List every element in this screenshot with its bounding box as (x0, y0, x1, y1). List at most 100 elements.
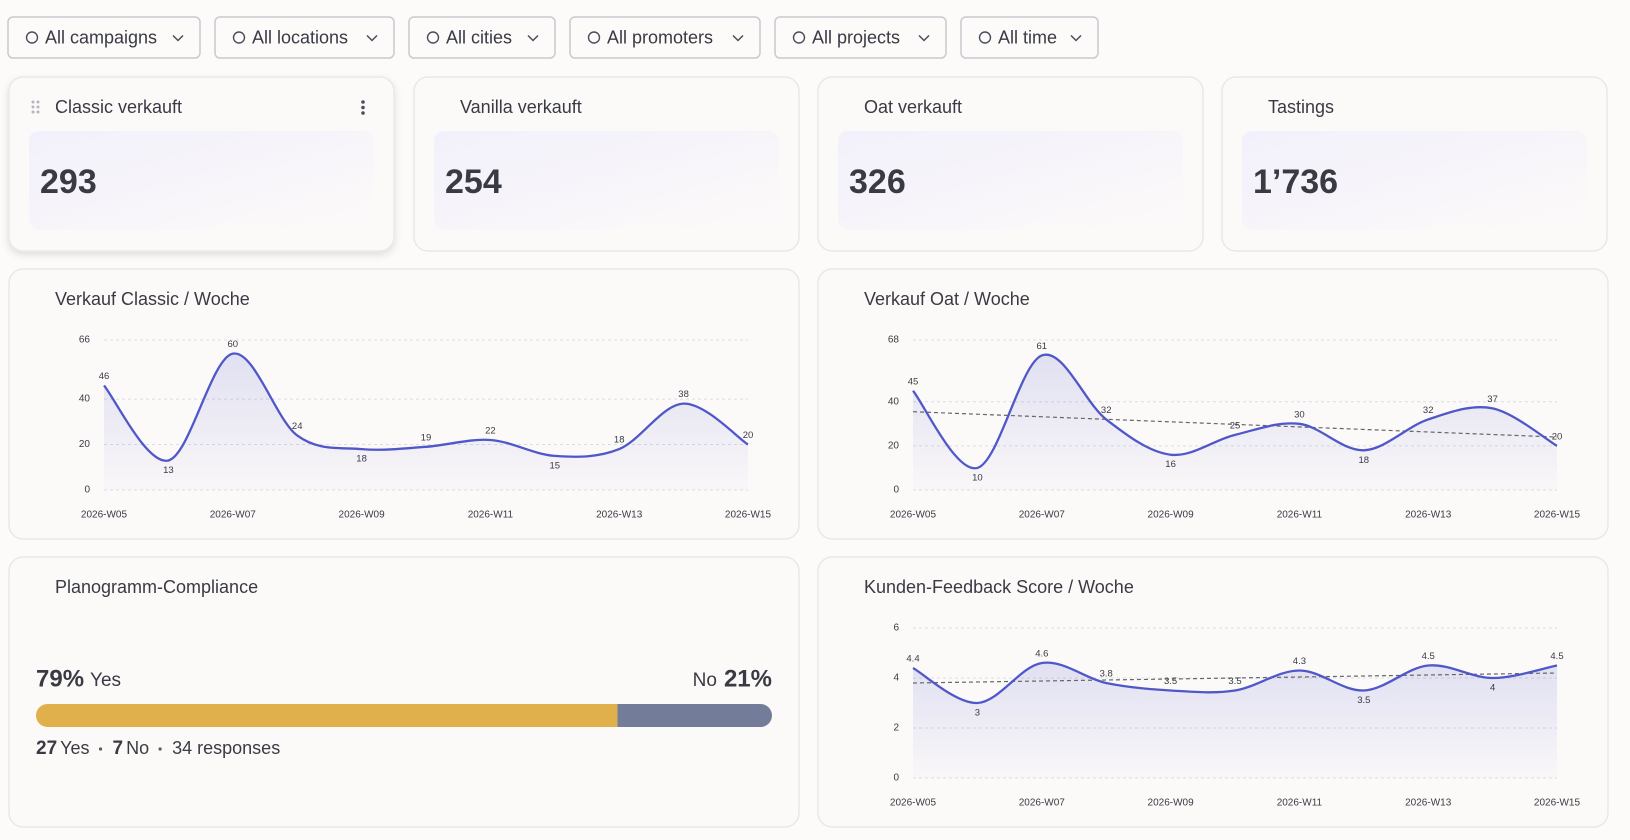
line (912, 661, 1558, 705)
x-tick-label: 2026-W09 (1148, 798, 1195, 809)
x-tick-label: 2026-W07 (1019, 798, 1066, 809)
filter-label: All promoters (607, 27, 713, 47)
y-tick-label: 40 (79, 394, 91, 405)
compliance-card (8, 556, 800, 828)
kpi-panel (29, 131, 374, 230)
yes-count: 27 (36, 738, 57, 759)
chart-title: Kunden-Feedback Score / Woche (864, 577, 1134, 597)
y-tick-label: 20 (888, 441, 900, 452)
filter-dropdown[interactable] (569, 16, 761, 59)
drag-handle (36, 100, 40, 104)
x-tick-label: 2026-W05 (81, 510, 128, 521)
line (912, 353, 1558, 470)
compliance-bar (36, 704, 772, 727)
no-percent: 21% (724, 665, 772, 692)
no-count: 7 (113, 738, 124, 759)
chart-title: Verkauf Classic / Woche (55, 289, 250, 309)
separator (98, 747, 103, 751)
data-label: 24 (292, 421, 303, 432)
responses-label: responses (197, 738, 280, 758)
x-tick-label: 2026-W09 (339, 510, 386, 521)
data-label: 15 (550, 460, 561, 471)
responses-count: 34 (172, 738, 192, 758)
data-label: 3.5 (1228, 676, 1241, 687)
filter-label: All campaigns (45, 27, 157, 47)
menu-dots[interactable] (361, 105, 365, 110)
chevron (1070, 34, 1082, 42)
data-label: 22 (485, 426, 496, 437)
kpi-title: Oat verkauft (864, 97, 962, 117)
data-label: 32 (1101, 405, 1112, 416)
x-tick-label: 2026-W11 (1277, 798, 1323, 809)
kpi-value: 1’736 (1253, 163, 1338, 201)
filter-icon (587, 31, 601, 44)
data-label: 37 (1487, 394, 1498, 405)
x-tick-label: 2026-W15 (1534, 798, 1581, 809)
kpi-title: Classic verkauft (55, 97, 182, 117)
line (103, 352, 749, 462)
filter-dropdown[interactable] (7, 16, 201, 59)
drag-handle (36, 110, 40, 114)
data-label: 45 (908, 376, 919, 387)
filter-label: All locations (252, 27, 348, 47)
drag-handle (31, 100, 35, 104)
data-label: 25 (1230, 420, 1241, 431)
filter-label: All cities (446, 27, 512, 47)
kpi-value: 326 (849, 163, 906, 201)
chevron (527, 34, 539, 42)
compliance-title: Planogramm-Compliance (55, 577, 258, 597)
x-tick-label: 2026-W09 (1148, 510, 1195, 521)
y-tick-label: 40 (888, 396, 900, 407)
bar-segment (617, 704, 772, 727)
yes-count-label: Yes (60, 738, 89, 758)
separator (158, 747, 162, 751)
data-label: 60 (228, 339, 239, 350)
y-tick-label: 2 (893, 723, 899, 734)
kpi-panel (838, 131, 1183, 230)
data-label: 20 (1552, 431, 1563, 442)
x-tick-label: 2026-W15 (725, 510, 772, 521)
y-tick-label: 0 (893, 773, 899, 784)
drag-handle (36, 105, 40, 109)
data-label: 3.5 (1357, 695, 1370, 706)
kpi-title: Tastings (1268, 97, 1334, 117)
menu-dots[interactable] (361, 100, 365, 104)
y-tick-label: 0 (893, 485, 899, 496)
x-tick-label: 2026-W05 (890, 798, 937, 809)
data-label: 18 (356, 454, 367, 465)
chevron (918, 34, 930, 42)
data-label: 4.4 (906, 654, 919, 665)
x-tick-label: 2026-W11 (468, 510, 514, 521)
filter-label: All projects (812, 27, 900, 47)
data-label: 4.3 (1293, 656, 1306, 667)
filter-icon (978, 31, 992, 44)
data-label: 18 (1359, 455, 1370, 466)
data-label: 38 (678, 389, 689, 400)
x-tick-label: 2026-W07 (1019, 510, 1066, 521)
data-label: 16 (1165, 459, 1176, 470)
chevron (366, 34, 378, 42)
filter-dropdown[interactable] (960, 16, 1099, 59)
menu-dots[interactable] (361, 111, 365, 115)
kpi-panel (1242, 131, 1587, 230)
trend-line (912, 672, 1558, 684)
drag-handle (31, 110, 35, 114)
data-label: 19 (421, 432, 432, 443)
data-label: 4.5 (1550, 651, 1563, 662)
data-label: 4 (1490, 683, 1495, 694)
data-label: 46 (99, 371, 110, 382)
y-tick-label: 6 (893, 623, 899, 634)
data-label: 13 (163, 465, 174, 476)
data-label: 3 (975, 708, 980, 719)
trend-line (912, 411, 1558, 438)
data-label: 20 (743, 430, 754, 441)
filter-dropdown[interactable] (408, 16, 556, 59)
data-label: 10 (972, 472, 983, 483)
data-label: 18 (614, 435, 625, 446)
x-tick-label: 2026-W15 (1534, 510, 1581, 521)
filter-dropdown[interactable] (214, 16, 395, 59)
filter-dropdown[interactable] (774, 16, 947, 59)
filter-icon (232, 31, 246, 44)
no-label: No (693, 670, 717, 691)
kpi-panel (434, 131, 779, 230)
